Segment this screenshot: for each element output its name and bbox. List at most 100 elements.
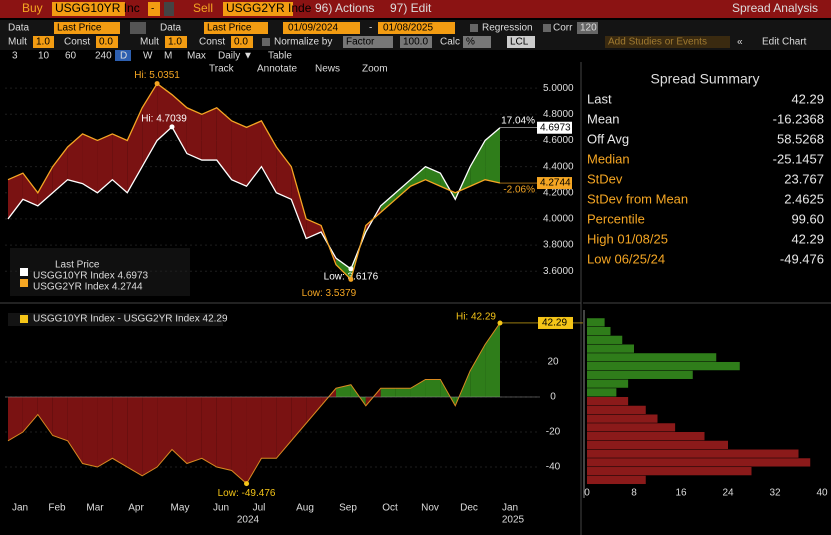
period[interactable]: 240 <box>95 51 112 62</box>
spread-fill <box>231 120 247 187</box>
field-text[interactable]: Factor <box>346 37 375 48</box>
swap[interactable] <box>130 22 146 34</box>
y-tick-label: 3.8000 <box>543 240 574 251</box>
period-active[interactable] <box>115 50 131 61</box>
field-text[interactable]: 100.0 <box>403 37 428 48</box>
end-date[interactable]: 01/08/2025 <box>383 23 433 34</box>
dash-field[interactable] <box>148 2 160 16</box>
x-tick-label: Jun <box>213 503 229 514</box>
field-text[interactable]: 0.0 <box>99 37 113 48</box>
price-line <box>7 125 501 270</box>
last-box <box>538 316 573 329</box>
low-marker <box>348 276 354 282</box>
spread-line <box>7 322 501 485</box>
field-text[interactable]: 120 <box>580 23 597 34</box>
sell-ticker[interactable]: USGG2YR Inde <box>226 1 312 15</box>
buy-field[interactable] <box>52 2 125 16</box>
chart-tool[interactable]: Track <box>209 64 235 75</box>
sell-field[interactable] <box>223 2 293 16</box>
edit[interactable]: 97) Edit <box>390 1 432 15</box>
date-field[interactable] <box>378 22 455 34</box>
field-text[interactable]: 1.0 <box>36 37 50 48</box>
spread-area <box>425 379 441 397</box>
period[interactable]: Max <box>187 51 206 62</box>
dropdown[interactable] <box>164 2 174 16</box>
summary-title: Spread Summary <box>651 71 760 87</box>
hist-bar <box>587 353 717 362</box>
field[interactable] <box>54 22 120 34</box>
price-line <box>7 82 501 281</box>
year-label: 2025 <box>502 515 525 526</box>
start-date[interactable]: 01/09/2024 <box>288 23 338 34</box>
spread-area <box>231 396 247 484</box>
y-tick-label: -40 <box>546 462 561 473</box>
period[interactable]: M <box>164 51 172 62</box>
actions[interactable]: 96) Actions <box>315 1 374 15</box>
spread-area <box>395 388 411 397</box>
x-tick-label: May <box>171 503 190 514</box>
field[interactable] <box>33 36 54 48</box>
hist-bar <box>587 475 646 485</box>
spread-area <box>82 396 98 468</box>
period[interactable]: W <box>143 51 153 62</box>
field[interactable] <box>343 36 393 48</box>
field-text[interactable]: % <box>466 37 475 48</box>
hist-bar <box>587 458 811 467</box>
change-label: 17.04% <box>501 115 535 126</box>
chart-tool[interactable]: Zoom <box>362 64 388 75</box>
field[interactable] <box>231 36 253 48</box>
period[interactable]: 3 <box>12 51 18 62</box>
field[interactable] <box>96 36 118 48</box>
label: Data <box>8 23 30 34</box>
label: Mult <box>8 37 27 48</box>
top-bar <box>0 0 831 18</box>
field-text[interactable]: 0.0 <box>234 37 248 48</box>
summary-value: 42.29 <box>791 231 824 246</box>
field[interactable] <box>400 36 432 48</box>
spread-area <box>8 396 23 441</box>
studies[interactable]: Add Studies or Events <box>608 37 707 48</box>
buy-ticker[interactable]: USGG10YR Inc <box>55 1 140 15</box>
spread-area <box>261 396 277 459</box>
period[interactable]: Daily ▼ <box>218 51 253 62</box>
chart-tool[interactable]: Annotate <box>257 64 297 75</box>
hist-bar <box>587 379 629 388</box>
period[interactable]: Table <box>268 51 292 62</box>
x-tick-label: Jul <box>253 503 266 514</box>
y-tick-label: 0 <box>550 392 556 403</box>
date-field[interactable] <box>283 22 360 34</box>
summary-label: Median <box>587 151 630 166</box>
period[interactable]: 60 <box>65 51 77 62</box>
field-text[interactable]: 1.0 <box>168 37 182 48</box>
y-tick-label: 4.6000 <box>543 135 574 146</box>
legend-swatch <box>20 315 28 323</box>
spread-area <box>276 396 292 459</box>
edit-chart[interactable]: Edit Chart <box>762 37 807 48</box>
checkbox[interactable] <box>543 24 551 32</box>
buy: Buy <box>22 1 43 15</box>
checkbox[interactable] <box>262 38 270 46</box>
spread-fill <box>276 147 292 200</box>
spread-area <box>172 396 187 464</box>
hist-bar <box>587 326 611 336</box>
field-text[interactable]: LCL <box>510 37 529 48</box>
field[interactable] <box>507 36 535 48</box>
x-tick-label: 16 <box>675 488 687 499</box>
field[interactable] <box>463 36 491 48</box>
field[interactable] <box>204 22 268 34</box>
checkbox[interactable] <box>470 24 478 32</box>
summary-label: StDev from Mean <box>587 191 688 206</box>
period[interactable]: 10 <box>38 51 50 62</box>
field-text[interactable]: Last Price <box>207 23 252 34</box>
studies-field[interactable] <box>605 36 730 48</box>
legend-title: Last Price <box>55 260 100 271</box>
chart-tool[interactable]: News <box>315 64 340 75</box>
dash[interactable]: - <box>151 4 154 15</box>
field[interactable] <box>577 22 598 34</box>
field-text[interactable]: Last Price <box>57 23 102 34</box>
period[interactable]: D <box>120 51 127 62</box>
low-marker <box>348 266 354 272</box>
field[interactable] <box>165 36 187 48</box>
collapse[interactable]: « <box>737 37 743 48</box>
